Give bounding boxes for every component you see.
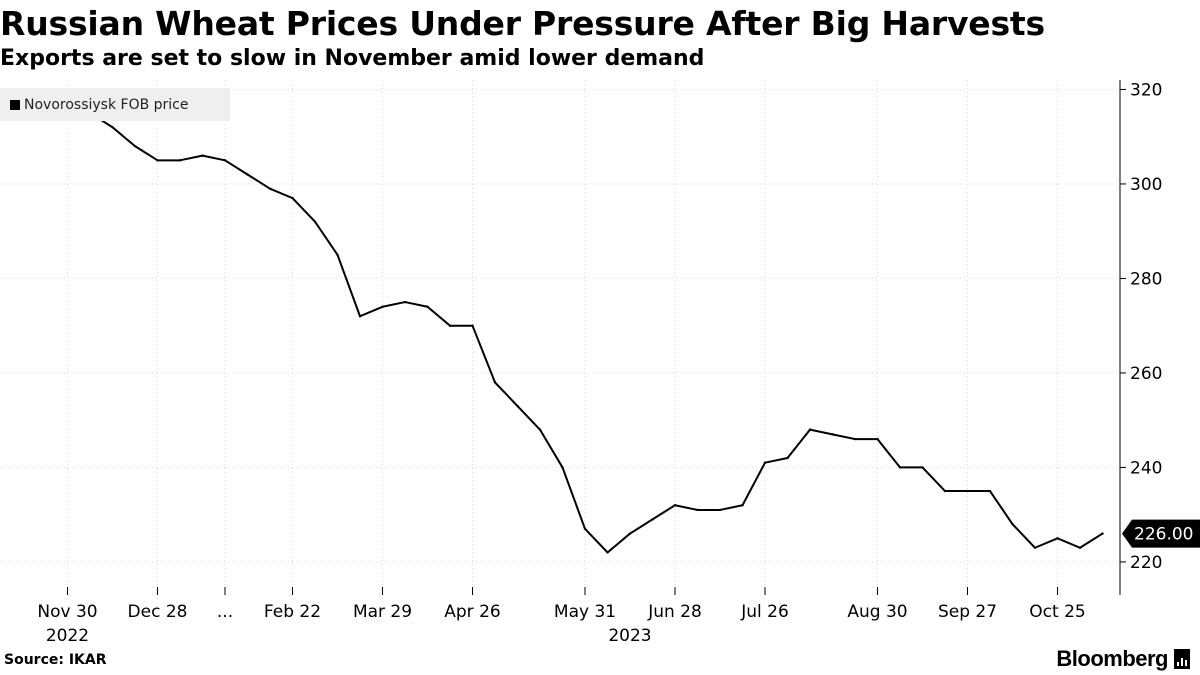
legend: Novorossiysk FOB price xyxy=(0,88,230,121)
legend-swatch xyxy=(10,99,20,110)
data-point xyxy=(898,466,902,469)
data-point xyxy=(1033,546,1037,549)
data-point xyxy=(606,551,609,554)
legend-label: Novorossiysk FOB price xyxy=(24,96,189,113)
brand-logo: Bloomberg xyxy=(1056,646,1190,672)
data-point xyxy=(831,433,834,436)
data-point xyxy=(358,315,362,318)
data-point xyxy=(403,300,407,304)
data-point xyxy=(921,466,924,469)
chart-subtitle: Exports are set to slow in November amid… xyxy=(0,46,705,71)
x-tick-label: Oct 25 xyxy=(1029,602,1085,622)
data-point xyxy=(336,253,339,257)
data-point xyxy=(178,159,182,162)
data-point xyxy=(1011,522,1014,526)
data-point xyxy=(133,144,137,148)
brand-name: Bloomberg xyxy=(1056,646,1168,671)
y-tick-label: 320 xyxy=(1130,80,1162,100)
x-tick-label: Dec 28 xyxy=(128,602,188,622)
y-tick-label: 260 xyxy=(1130,364,1162,384)
tick-labels: 220 240 260 280 300 320 Nov 30 Dec 28... Feb 22 M… xyxy=(37,80,1200,646)
data-point xyxy=(493,381,497,384)
axes xyxy=(67,80,1126,595)
data-point xyxy=(853,437,857,441)
x-year-label: 2022 xyxy=(46,626,89,646)
data-point xyxy=(673,504,677,507)
y-tick-label: 280 xyxy=(1130,269,1162,289)
x-tick-label: Jun 28 xyxy=(647,602,702,622)
x-tick-label: Sep 27 xyxy=(938,602,997,622)
data-point xyxy=(538,428,542,431)
data-point xyxy=(988,489,992,493)
x-tick-label: Aug 30 xyxy=(847,602,907,622)
x-tick-label: Jul 26 xyxy=(740,602,789,622)
data-point xyxy=(1101,532,1104,535)
data-point xyxy=(1078,546,1082,549)
data-point xyxy=(223,159,227,162)
data-point xyxy=(808,428,812,431)
data-point xyxy=(291,196,294,200)
data-point xyxy=(696,508,699,512)
x-tick-label: Apr 26 xyxy=(444,602,500,622)
data-point xyxy=(628,532,632,535)
chart-title: Russian Wheat Prices Under Pressure Afte… xyxy=(0,4,1045,43)
data-point xyxy=(561,466,564,469)
x-tick-label: May 31 xyxy=(554,602,616,622)
data-point xyxy=(156,159,159,162)
data-point xyxy=(763,461,767,464)
data-point xyxy=(741,504,744,507)
data-point xyxy=(268,187,272,190)
data-point xyxy=(426,305,429,308)
y-tick-label: 240 xyxy=(1130,458,1162,478)
x-tick-label: Feb 22 xyxy=(264,602,321,622)
data-point xyxy=(246,173,249,176)
series-layer xyxy=(0,102,1104,554)
data-point xyxy=(313,220,317,223)
data-point xyxy=(583,527,587,531)
last-value-label: 226.00 xyxy=(1134,525,1193,545)
data-point xyxy=(516,404,519,408)
gridlines xyxy=(0,80,1120,595)
data-point xyxy=(111,126,114,129)
data-point xyxy=(1056,537,1059,540)
data-point xyxy=(718,508,722,512)
last-value-badge xyxy=(1122,519,1200,548)
data-point xyxy=(943,489,947,493)
data-point xyxy=(381,305,384,308)
x-year-label: 2023 xyxy=(608,626,651,646)
data-point xyxy=(876,437,879,441)
x-tick-label: Nov 30 xyxy=(37,602,97,622)
data-point xyxy=(966,489,969,493)
data-point xyxy=(651,518,654,521)
data-point xyxy=(786,456,789,460)
y-tick-label: 300 xyxy=(1130,175,1162,195)
data-point xyxy=(471,324,474,327)
data-point xyxy=(201,154,204,157)
x-tick-label: ... xyxy=(217,602,233,622)
source-note: Source: IKAR xyxy=(4,652,107,668)
data-point xyxy=(448,324,452,327)
y-tick-label: 220 xyxy=(1130,553,1162,573)
series-line xyxy=(0,102,1104,554)
bloomberg-terminal-icon xyxy=(1174,649,1190,669)
x-tick-label: Mar 29 xyxy=(353,602,412,622)
